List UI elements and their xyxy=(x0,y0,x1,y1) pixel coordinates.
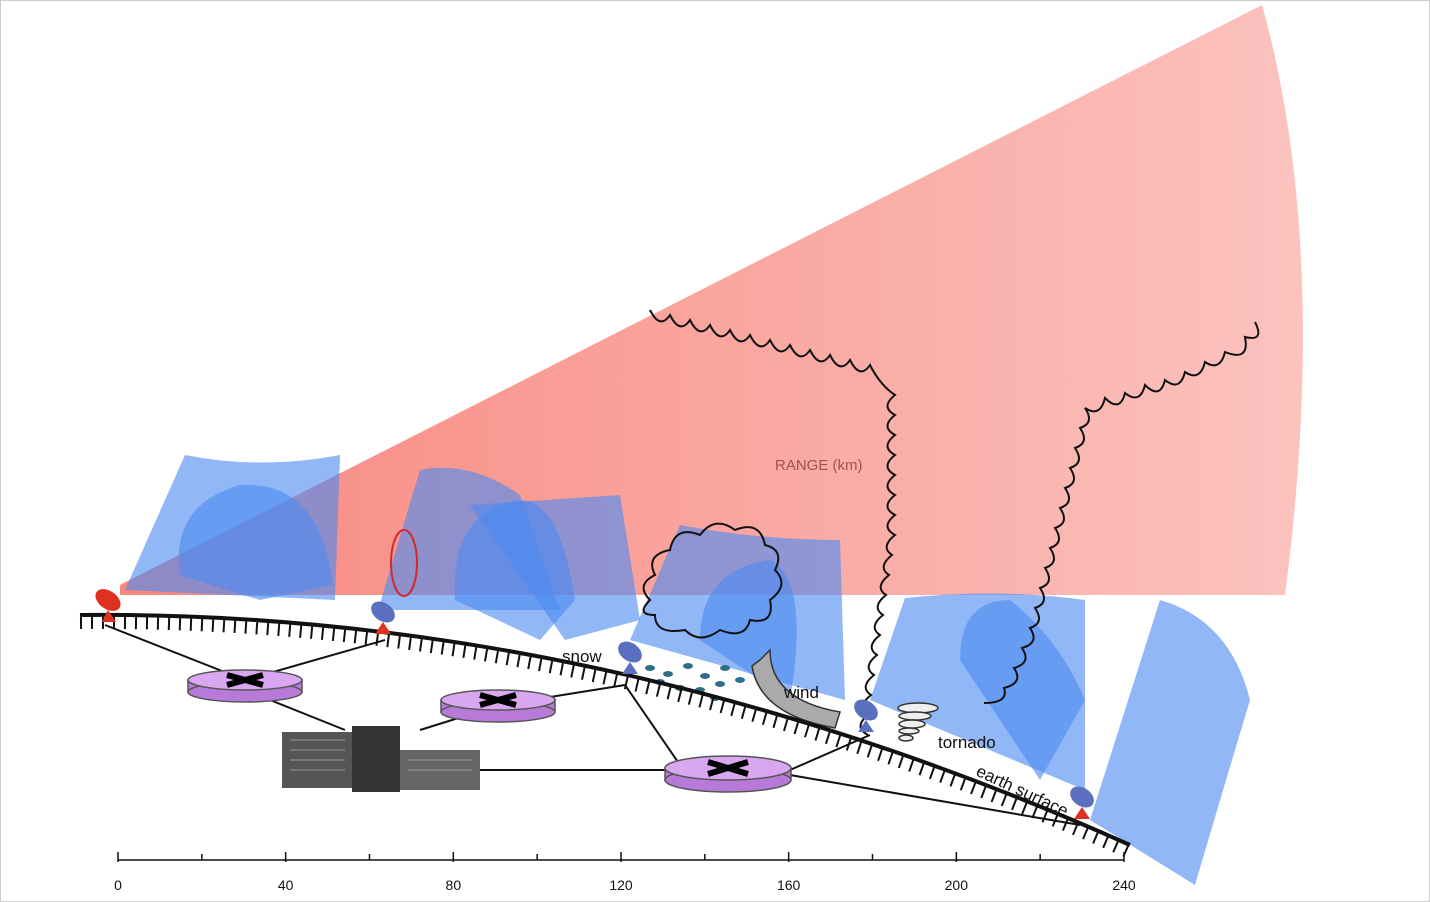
tick-label: 240 xyxy=(1112,877,1136,893)
range-label: RANGE (km) xyxy=(775,457,863,474)
tick-label: 200 xyxy=(945,877,969,893)
tick-label: 160 xyxy=(777,877,801,893)
diagram: RANGE (km) snow wind tornado earth surfa… xyxy=(0,0,1430,902)
tick-label: 80 xyxy=(446,877,462,893)
tornado-label: tornado xyxy=(938,733,996,752)
tick-label: 120 xyxy=(609,877,633,893)
tick-label: 40 xyxy=(278,877,294,893)
snow-label: snow xyxy=(562,647,602,666)
tick-label: 0 xyxy=(114,877,122,893)
wind-label: wind xyxy=(783,683,819,702)
